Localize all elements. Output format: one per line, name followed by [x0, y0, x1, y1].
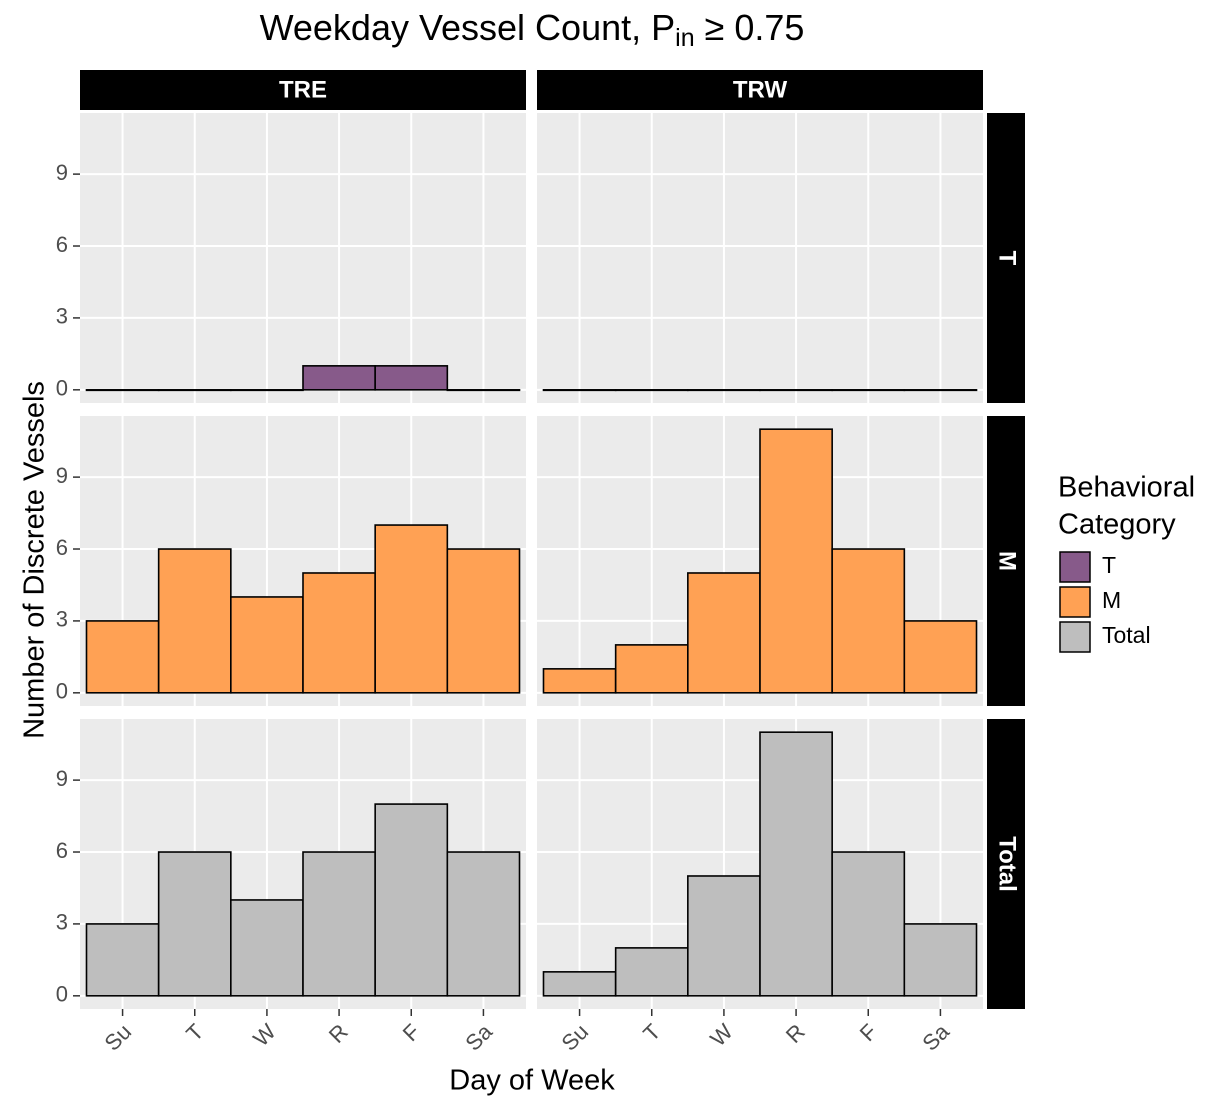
bar	[374, 365, 449, 391]
bar	[374, 524, 449, 694]
bar	[230, 596, 304, 694]
bar	[542, 971, 617, 997]
bar	[831, 548, 906, 694]
x-tick-label: W	[705, 1019, 738, 1052]
bar	[687, 389, 761, 392]
y-tick-label: 6	[56, 232, 68, 257]
bar	[157, 548, 232, 694]
row-strip-label: T	[994, 251, 1021, 266]
row-strip	[987, 113, 1025, 403]
bar	[446, 851, 521, 997]
y-tick-label: 3	[56, 910, 68, 935]
title-suffix: ≥ 0.75	[695, 7, 805, 48]
legend-key	[1059, 586, 1091, 618]
bar	[85, 389, 160, 392]
y-tick-label: 0	[56, 679, 68, 704]
panel-background	[80, 113, 526, 403]
legend-title: Behavioral	[1058, 472, 1195, 504]
bar	[687, 875, 761, 997]
legend-label: M	[1102, 587, 1121, 613]
y-tick-label: 6	[56, 535, 68, 560]
bar	[446, 548, 521, 694]
legend-title: Category	[1058, 509, 1176, 541]
bar	[157, 389, 232, 392]
bar	[230, 389, 304, 392]
bar	[157, 851, 232, 997]
x-tick-label: F	[398, 1019, 425, 1046]
bar	[614, 644, 689, 694]
column-strip	[80, 70, 526, 110]
legend-label: Total	[1102, 622, 1151, 648]
bar	[85, 923, 160, 997]
title-subscript: in	[675, 24, 694, 52]
bar	[759, 731, 833, 997]
row-strip-label: M	[994, 551, 1021, 571]
y-tick-label: 3	[56, 607, 68, 632]
row-strip-label: Total	[994, 836, 1021, 892]
bar	[374, 803, 449, 997]
y-tick-label: 9	[56, 766, 68, 791]
x-tick-label: F	[855, 1019, 882, 1046]
bar	[903, 620, 978, 694]
column-strip-label: TRE	[279, 76, 327, 103]
x-tick-label: Su	[100, 1019, 137, 1056]
bar	[446, 389, 521, 392]
bar	[831, 389, 906, 392]
bar	[542, 389, 617, 392]
x-tick-label: Sa	[917, 1018, 954, 1055]
x-tick-label: T	[638, 1019, 665, 1046]
bar	[302, 572, 376, 694]
x-tick-label: R	[781, 1019, 810, 1048]
bar	[302, 365, 376, 391]
legend-label: T	[1102, 552, 1116, 578]
x-tick-label: Sa	[460, 1018, 497, 1055]
x-tick-label: W	[248, 1019, 281, 1052]
y-axis-label: Number of Discrete Vessels	[19, 381, 51, 739]
row-strip	[987, 719, 1025, 1009]
x-tick-label: Su	[557, 1019, 594, 1056]
bar	[831, 851, 906, 997]
y-tick-label: 0	[56, 982, 68, 1007]
y-tick-label: 3	[56, 304, 68, 329]
bar	[759, 428, 833, 694]
y-tick-label: 9	[56, 463, 68, 488]
chart-title: Weekday Vessel Count, Pin ≥ 0.75	[260, 7, 805, 52]
bar	[302, 851, 376, 997]
legend-key	[1059, 621, 1091, 653]
bar	[759, 389, 833, 392]
x-tick-label: T	[181, 1019, 208, 1046]
y-tick-label: 9	[56, 160, 68, 185]
column-strip	[537, 70, 983, 110]
bar	[85, 620, 160, 694]
bar	[614, 389, 689, 392]
bar	[542, 668, 617, 694]
bar	[903, 389, 978, 392]
column-strip-label: TRW	[733, 76, 788, 103]
y-tick-label: 6	[56, 838, 68, 863]
row-strip	[987, 416, 1025, 706]
bar	[687, 572, 761, 694]
title-main: Weekday Vessel Count, P	[260, 7, 676, 48]
bar	[230, 899, 304, 997]
y-tick-label: 0	[56, 376, 68, 401]
x-axis-label: Day of Week	[449, 1065, 615, 1097]
bar	[614, 947, 689, 997]
bar	[903, 923, 978, 997]
legend-key	[1059, 551, 1091, 583]
panel-background	[537, 113, 983, 403]
x-tick-label: R	[324, 1019, 353, 1048]
